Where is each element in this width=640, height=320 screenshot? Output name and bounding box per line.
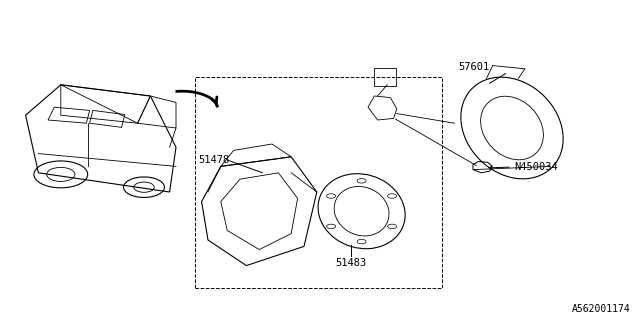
Text: 51483: 51483 <box>335 258 366 268</box>
Text: 51478: 51478 <box>198 155 230 165</box>
Text: A562001174: A562001174 <box>572 304 630 314</box>
Bar <box>195 77 442 288</box>
Text: 57601: 57601 <box>458 62 489 72</box>
Text: N450034: N450034 <box>515 162 558 172</box>
